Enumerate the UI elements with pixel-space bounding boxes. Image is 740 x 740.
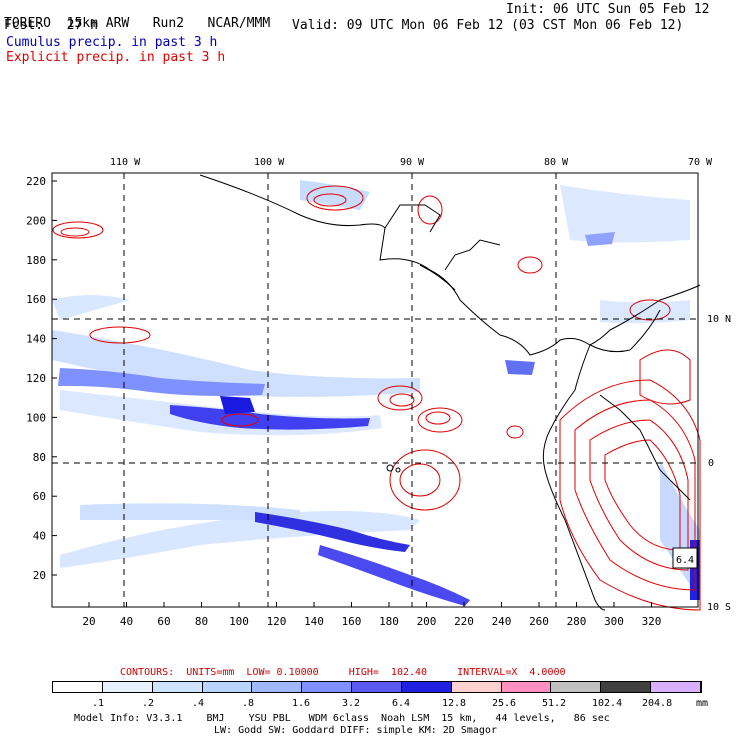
explicit-precip-contours [52,185,701,611]
legend-swatch [152,682,203,692]
legend-label: 6.4 [392,698,411,709]
lon-label-80w: 80 W [544,157,569,168]
y-tick-label: 200 [26,214,46,227]
x-tick-label: 280 [567,615,587,628]
legend-label: 25.6 [492,698,517,709]
legend-label: 204.8 [642,698,673,709]
legend-swatch [252,682,303,692]
lat-label-10n: 10 N [707,314,732,325]
x-tick-label: 120 [267,615,287,628]
y-tick-label: 100 [26,411,46,424]
legend-label: 12.8 [442,698,467,709]
precip-legend-bar [52,681,702,693]
legend-swatch [352,682,402,692]
model-info: Model Info: V3.3.1 BMJ YSU PBL WDM 6clas… [74,713,610,724]
legend-swatch [651,682,701,692]
lat-lon-grid [52,173,698,607]
legend-label: 3.2 [342,698,361,709]
legend-swatch [601,682,652,692]
legend-label: 51.2 [542,698,567,709]
x-tick-label: 100 [229,615,249,628]
y-axis-ticks: 220 200 180 160 140 120 100 80 60 40 20 [26,175,57,582]
y-tick-label: 160 [26,293,46,306]
x-tick-label: 260 [529,615,549,628]
legend-swatch [202,682,253,692]
forecast-hour: Fcst: 27 h [4,18,98,33]
legend-unit: mm [696,698,709,709]
y-tick-label: 220 [26,175,46,188]
box-value-label: 6.4 [676,555,694,566]
init-time: Init: 06 UTC Sun 05 Feb 12 [506,2,710,17]
x-tick-label: 320 [642,615,662,628]
x-tick-label: 160 [342,615,362,628]
y-tick-label: 120 [26,372,46,385]
legend-label: 102.4 [592,698,623,709]
model-title: TORERO 15km ARW Run2 NCAR/MMM [4,16,271,31]
lat-label-0: 0 [708,458,715,469]
cumulus-field-label: Cumulus precip. in past 3 h [6,35,218,50]
coastlines [199,174,701,611]
legend-label: 1.6 [292,698,311,709]
legend-label: .4 [192,698,205,709]
x-tick-label: 300 [604,615,624,628]
x-tick-label: 60 [157,615,170,628]
x-tick-label: 20 [82,615,95,628]
x-tick-label: 220 [454,615,474,628]
x-tick-label: 140 [304,615,324,628]
legend-label: .2 [142,698,155,709]
y-tick-label: 140 [26,333,46,346]
physics-info: LW: Godd SW: Goddard DIFF: simple KM: 2D… [214,725,497,736]
legend-swatch [401,682,452,692]
y-tick-label: 60 [33,490,46,503]
legend-swatch [53,682,103,692]
x-tick-label: 40 [120,615,133,628]
legend-label: .8 [242,698,255,709]
x-tick-label: 240 [492,615,512,628]
legend-swatch [451,682,502,692]
lon-label-100w: 100 W [254,157,285,168]
y-tick-label: 40 [33,530,46,543]
legend-swatch [102,682,153,692]
x-tick-label: 80 [195,615,208,628]
valid-time: Valid: 09 UTC Mon 06 Feb 12 (03 CST Mon … [292,18,684,33]
legend-swatch [501,682,552,692]
legend-swatch [551,682,602,692]
x-tick-label: 180 [379,615,399,628]
cumulus-precip-shading [52,180,700,606]
x-axis-ticks: 20 40 60 80 100 120 140 160 180 200 220 240 260 280 30… [82,602,661,628]
lon-label-70w: 70 W [688,157,713,168]
explicit-field-label: Explicit precip. in past 3 h [6,50,226,65]
legend-label: .1 [92,698,105,709]
y-tick-label: 80 [33,451,46,464]
contour-info: CONTOURS: UNITS=mm LOW= 0.10000 HIGH= 10… [120,667,566,678]
y-tick-label: 20 [33,569,46,582]
map-frame [51,172,699,608]
y-tick-label: 180 [26,254,46,267]
lon-label-90w: 90 W [400,157,425,168]
lon-label-110w: 110 W [110,157,141,168]
x-tick-label: 200 [417,615,437,628]
lat-label-10s: 10 S [707,602,732,613]
legend-swatch [302,682,353,692]
